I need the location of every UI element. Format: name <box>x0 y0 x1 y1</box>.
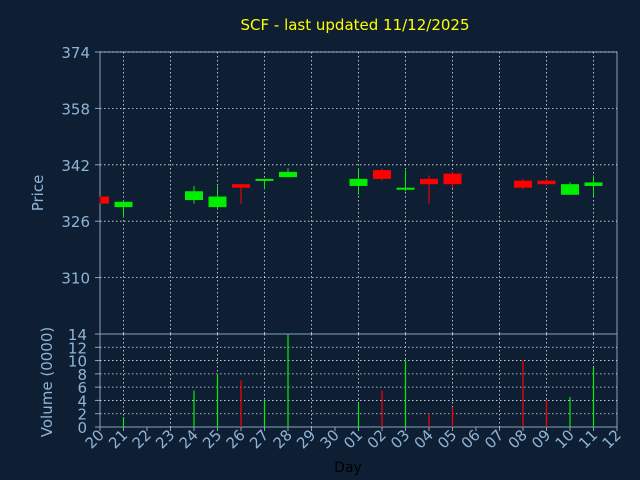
price-tick-label: 310 <box>61 270 90 288</box>
price-axis-label: Price <box>29 175 47 212</box>
x-axis: 2021222324252627282930010203040506070809… <box>82 426 625 452</box>
volume-tick-label: 0 <box>77 419 87 437</box>
volume-tick-label: 2 <box>77 406 87 424</box>
candle-body-09 <box>537 180 556 185</box>
price-tick-label: 326 <box>61 213 90 231</box>
candle-body-28 <box>279 171 297 178</box>
price-tick-label: 358 <box>61 100 90 118</box>
candle-body-08 <box>514 180 532 188</box>
volume-tick-label: 4 <box>77 392 87 410</box>
candle-body-21 <box>114 201 133 208</box>
volume-tick-label: 6 <box>77 379 87 397</box>
candle-body-10 <box>561 184 579 195</box>
candle-body-03 <box>396 187 415 190</box>
volume-axis-label: Volume (0000) <box>38 327 56 437</box>
candle-body-24 <box>185 191 203 201</box>
volume-tick-label: 8 <box>77 366 87 384</box>
candle-body-02 <box>373 170 391 179</box>
x-axis-label: Day <box>334 460 362 476</box>
candle-body-25 <box>208 196 227 208</box>
volume-tick-label: 14 <box>68 326 87 344</box>
price-tick-label: 342 <box>61 157 90 175</box>
candle-body-27 <box>255 178 274 181</box>
candle-body-20 <box>101 196 109 204</box>
chart-title: SCF - last updated 11/12/2025 <box>241 16 470 34</box>
candle-body-04 <box>420 178 438 185</box>
candle-body-26 <box>232 184 250 188</box>
price-tick-label: 374 <box>61 44 90 62</box>
candle-body-11 <box>584 182 603 186</box>
candle-body-01 <box>349 178 368 186</box>
price-panel: 374 358 342 326 310 <box>61 44 618 335</box>
volume-tick-label: 10 <box>68 353 87 371</box>
candle-body-05 <box>443 173 462 185</box>
volume-tick-label: 12 <box>68 339 87 357</box>
